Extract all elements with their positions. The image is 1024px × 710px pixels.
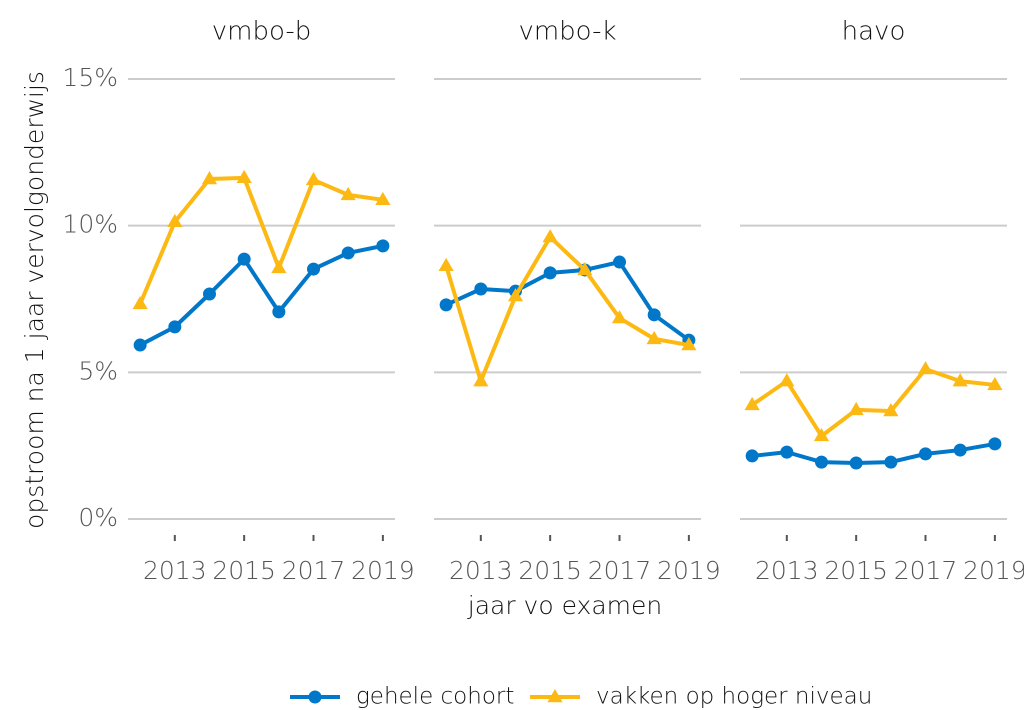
x-tick-label: 2019 — [657, 556, 721, 585]
legend-marker — [547, 689, 563, 703]
marker — [883, 403, 899, 417]
marker — [952, 373, 968, 387]
marker — [919, 447, 933, 461]
x-tick-label: 2013 — [755, 556, 819, 585]
marker — [340, 186, 356, 201]
series-line — [444, 235, 690, 384]
marker — [341, 246, 355, 260]
marker — [987, 376, 1003, 391]
marker — [167, 213, 183, 228]
marker — [848, 401, 864, 416]
marker — [271, 259, 287, 274]
legend-label: gehele cohort — [356, 684, 514, 710]
marker — [953, 443, 967, 457]
x-tick-label: 2017 — [588, 556, 652, 585]
x-tick-label: 2017 — [282, 556, 346, 585]
marker — [305, 171, 322, 186]
marker — [744, 396, 760, 411]
y-tick-label: 15% — [62, 63, 118, 92]
marker — [272, 305, 286, 319]
marker — [439, 298, 453, 312]
marker — [438, 257, 454, 272]
marker — [780, 445, 794, 459]
marker — [168, 320, 182, 334]
legend-marker — [308, 690, 322, 704]
marker — [577, 261, 593, 276]
marker — [647, 308, 661, 322]
marker — [814, 455, 828, 469]
marker — [202, 287, 216, 301]
marker — [646, 330, 662, 345]
y-tick-label: 0% — [78, 503, 118, 532]
x-axis-label: jaar vo examen — [467, 591, 662, 620]
marker — [236, 169, 252, 184]
series-line — [445, 260, 691, 342]
marker — [884, 455, 898, 469]
marker — [473, 373, 489, 387]
legend-label: vakken op hoger niveau — [596, 684, 872, 710]
marker — [307, 262, 321, 276]
marker — [611, 310, 628, 324]
marker — [132, 295, 148, 310]
marker — [813, 427, 830, 442]
y-tick-label: 10% — [62, 210, 118, 239]
marker — [613, 255, 627, 269]
series-line — [138, 175, 384, 305]
panel-title: havo — [842, 17, 906, 47]
x-tick-label: 2013 — [449, 556, 513, 585]
marker — [376, 239, 390, 253]
marker — [917, 361, 934, 375]
x-tick-label: 2019 — [963, 556, 1024, 585]
x-tick-label: 2015 — [212, 556, 276, 585]
x-tick-label: 2013 — [143, 556, 207, 585]
marker — [474, 282, 488, 296]
x-tick-label: 2015 — [518, 556, 582, 585]
y-tick-label: 5% — [78, 356, 118, 385]
y-axis-label: opstroom na 1 jaar vervolgonderwijs — [20, 71, 49, 529]
marker — [542, 229, 558, 243]
marker — [543, 266, 557, 280]
panel-title: vmbo-k — [518, 17, 616, 47]
marker — [507, 288, 524, 302]
panel-title: vmbo-b — [212, 17, 312, 47]
marker — [201, 171, 218, 185]
marker — [849, 456, 863, 470]
marker — [988, 437, 1002, 451]
x-tick-label: 2017 — [894, 556, 958, 585]
marker — [745, 449, 759, 463]
series-line — [751, 367, 996, 438]
x-tick-label: 2019 — [351, 556, 415, 585]
marker — [133, 338, 147, 352]
marker — [681, 337, 697, 351]
marker — [779, 373, 795, 387]
x-tick-label: 2015 — [824, 556, 888, 585]
marker — [237, 252, 251, 266]
marker — [375, 191, 391, 206]
